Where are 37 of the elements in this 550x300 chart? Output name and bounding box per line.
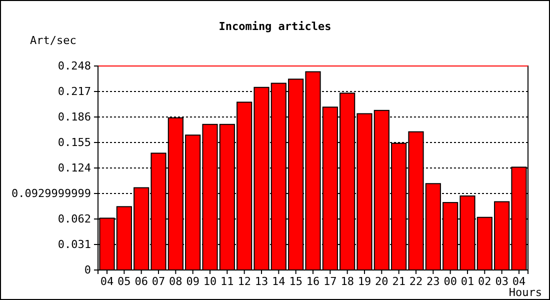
x-tick-label: 04 (512, 274, 526, 288)
y-tick-label: 0.0929999999 (12, 187, 91, 200)
y-tick-label: 0.155 (58, 136, 91, 150)
y-tick-label: 0.062 (58, 212, 91, 226)
x-tick-label: 04 (100, 274, 114, 288)
x-tick-label: 22 (409, 274, 423, 288)
x-tick-label: 19 (358, 274, 372, 288)
chart-title: Incoming articles (218, 20, 332, 33)
x-tick-label: 20 (375, 274, 388, 288)
y-tick-label: 0.031 (58, 238, 91, 252)
x-tick-label: 10 (203, 274, 217, 288)
x-tick-label: 02 (478, 274, 492, 288)
x-tick-label: 17 (324, 274, 337, 288)
x-tick-label: 05 (118, 274, 131, 288)
x-tick-label: 07 (152, 274, 166, 288)
x-tick-label: 09 (186, 274, 200, 288)
x-tick-label: 14 (272, 274, 286, 288)
y-tick-label: 0 (84, 264, 91, 277)
y-axis-title: Art/sec (30, 34, 76, 47)
y-tick-label: 0.217 (58, 85, 91, 98)
x-tick-label: 13 (254, 274, 268, 288)
x-tick-label: 00 (444, 274, 457, 288)
y-tick-label: 0.186 (58, 110, 91, 124)
y-tick-label: 0.248 (58, 60, 91, 73)
x-axis-title: Hours (508, 286, 542, 299)
x-tick-label: 11 (220, 274, 234, 288)
x-tick-label: 16 (306, 274, 320, 288)
x-tick-label: 12 (238, 274, 251, 288)
x-tick-label: 21 (392, 274, 406, 288)
x-tick-label: 01 (460, 274, 474, 288)
x-tick-label: 08 (169, 274, 182, 288)
y-tick-label: 0.124 (58, 162, 92, 175)
x-tick-label: 18 (340, 274, 354, 288)
x-tick-label: 03 (495, 274, 508, 288)
x-tick-label: 06 (134, 274, 148, 288)
x-tick-label: 15 (289, 274, 302, 288)
x-tick-label: 23 (426, 274, 440, 288)
